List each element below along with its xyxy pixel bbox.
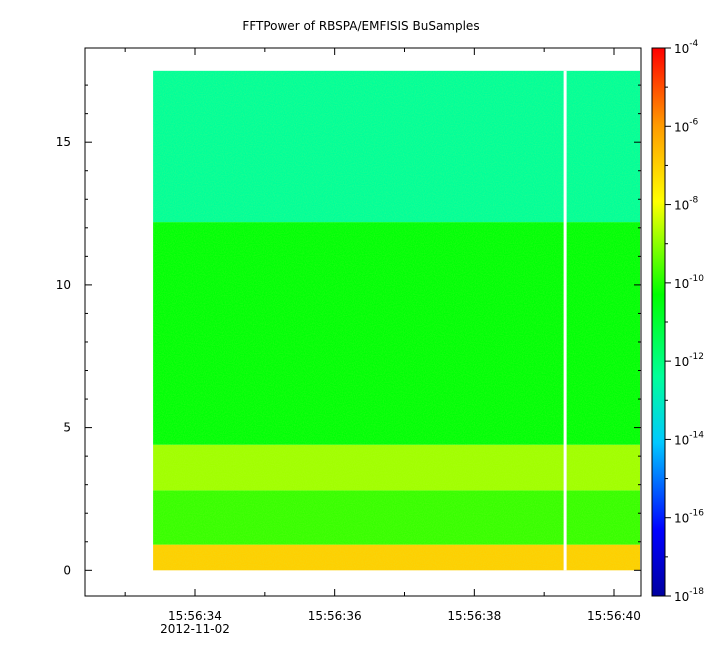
plot-frame (84, 47, 642, 597)
colorbar-tick-label: 10-10 (674, 274, 704, 291)
x-tick-label: 15:56:36 (308, 609, 362, 623)
x-tick-label: 15:56:34 (168, 609, 222, 623)
x-tick-label: 15:56:38 (447, 609, 501, 623)
colorbar-axis: 10-4 10-6 10-8 10-10 10-12 10-14 10-16 10-18 (665, 39, 704, 604)
colorbar-tick-label: 10-4 (674, 39, 699, 56)
data-gap (563, 70, 567, 571)
y-tick-label: 0 (63, 563, 71, 577)
colorbar (651, 47, 666, 597)
colorbar-tick-label: 10-6 (674, 117, 699, 134)
colorbar-tick-label: 10-12 (674, 352, 704, 369)
spectrogram-texture (153, 70, 640, 571)
chart-title: FFTPower of RBSPA/EMFISIS BuSamples (242, 19, 479, 33)
x-axis: 15:56:34 15:56:36 15:56:38 15:56:40 2012-11-… (124, 48, 641, 636)
x-date-label: 2012-11-02 (160, 622, 230, 636)
colorbar-tick-label: 10-8 (674, 196, 699, 213)
y-tick-label: 10 (56, 278, 71, 292)
colorbar-tick-label: 10-18 (674, 587, 704, 604)
y-tick-label: 5 (63, 421, 71, 435)
y-tick-label: 15 (56, 135, 71, 149)
colorbar-tick-label: 10-16 (674, 509, 704, 526)
colorbar-tick-label: 10-14 (674, 430, 704, 447)
x-tick-label: 15:56:40 (587, 609, 641, 623)
y-axis: 0 5 10 15 (56, 84, 641, 577)
